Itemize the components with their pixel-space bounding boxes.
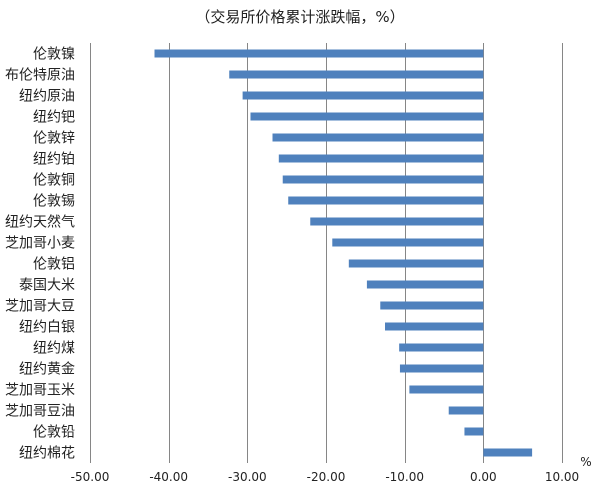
bar xyxy=(348,259,484,268)
bar xyxy=(399,364,484,373)
tick-label: -30.00 xyxy=(228,470,267,484)
category-label: 伦敦锡 xyxy=(33,194,75,210)
category-label: 纽约白银 xyxy=(19,320,75,336)
category-label: 布伦特原油 xyxy=(5,68,75,84)
bar xyxy=(154,49,484,58)
category-label: 纽约铂 xyxy=(33,152,75,168)
bar xyxy=(483,448,533,457)
bar xyxy=(366,280,484,289)
x-axis-unit: % xyxy=(580,455,591,469)
category-label: 纽约原油 xyxy=(19,89,75,105)
category-label: 泰国大米 xyxy=(19,278,75,294)
category-label: 伦敦镍 xyxy=(33,47,75,63)
category-label: 伦敦铝 xyxy=(33,257,75,273)
bar xyxy=(272,133,484,142)
chart-title: （交易所价格累计涨跌幅，%） xyxy=(195,8,405,26)
bar xyxy=(242,91,484,100)
category-label: 伦敦锌 xyxy=(33,131,75,147)
bar xyxy=(250,112,484,121)
tick-labels: -50.00 -40.00 -30.00 -20.00 -10.00 0.00 10.00 xyxy=(71,470,580,484)
category-labels: 伦敦镍布伦特原油纽约原油纽约钯伦敦锌纽约铂伦敦铜伦敦锡纽约天然气芝加哥小麦伦敦铝… xyxy=(5,47,75,462)
category-label: 伦敦铜 xyxy=(33,173,75,189)
bar xyxy=(380,301,484,310)
grid-lines xyxy=(90,43,563,463)
bar xyxy=(409,385,484,394)
bar xyxy=(288,196,484,205)
tick-label: -20.00 xyxy=(307,470,346,484)
bar xyxy=(464,427,484,436)
bar xyxy=(399,343,484,352)
category-label: 芝加哥豆油 xyxy=(5,404,75,420)
category-label: 纽约棉花 xyxy=(19,445,75,462)
bars xyxy=(154,49,533,457)
category-label: 纽约天然气 xyxy=(5,214,75,231)
category-label: 芝加哥玉米 xyxy=(5,383,75,399)
tick-label: 10.00 xyxy=(545,470,579,484)
category-label: 纽约钯 xyxy=(33,110,75,126)
bar xyxy=(332,238,484,247)
category-label: 伦敦铅 xyxy=(33,425,75,441)
tick-label: 0.00 xyxy=(470,470,497,484)
category-label: 纽约黄金 xyxy=(19,361,75,378)
bar xyxy=(448,406,484,415)
bar xyxy=(282,175,484,184)
bar xyxy=(278,154,484,163)
tick-label: -50.00 xyxy=(71,470,110,484)
bar xyxy=(229,70,484,79)
bar xyxy=(385,322,484,331)
category-label: 芝加哥小麦 xyxy=(5,236,75,252)
bar xyxy=(310,217,484,226)
tick-label: -40.00 xyxy=(149,470,188,484)
tick-label: -10.00 xyxy=(385,470,424,484)
category-label: 芝加哥大豆 xyxy=(5,299,75,315)
category-label: 纽约煤 xyxy=(33,341,75,357)
